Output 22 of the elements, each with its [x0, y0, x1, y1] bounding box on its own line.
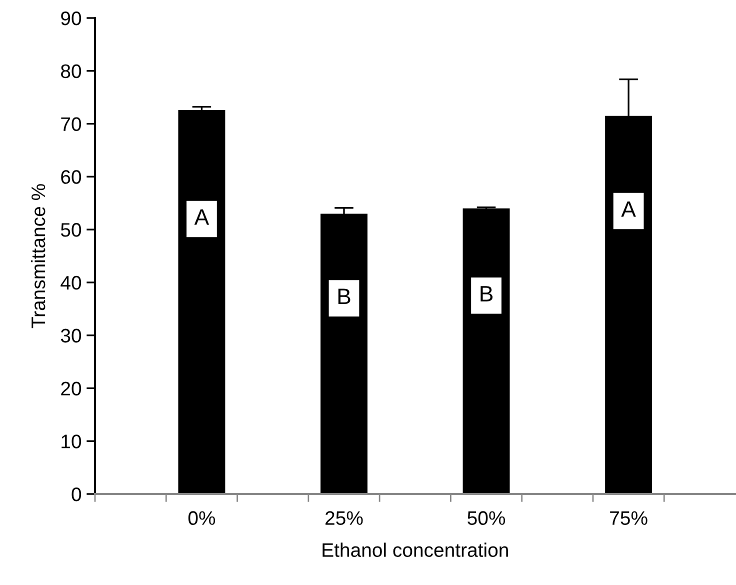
y-tick-label: 70: [61, 117, 82, 132]
y-tick-label: 30: [60, 328, 82, 343]
bar: [462, 208, 510, 494]
y-tick-label: 10: [62, 434, 82, 448]
x-axis-title: Ethanol concentration: [322, 542, 508, 557]
x-tick-label: 50%: [468, 511, 506, 525]
x-tick-label: 0%: [188, 511, 216, 525]
annotation: B: [480, 286, 493, 302]
bar: [178, 110, 226, 494]
y-tick-label: 0: [72, 487, 82, 502]
y-tick-label: 90: [61, 11, 82, 26]
y-tick-label: 60: [61, 170, 82, 184]
annotation: A: [194, 209, 210, 225]
x-tick-label: 75%: [610, 511, 648, 525]
y-tick-label: 20: [61, 382, 82, 396]
y-tick-label: 40: [60, 276, 82, 290]
annotation: B: [338, 288, 350, 304]
annotation: A: [621, 202, 636, 217]
y-axis-title: Transmittance %: [30, 184, 46, 328]
x-tick-label: 25%: [326, 511, 363, 525]
y-tick-label: 50: [60, 223, 82, 237]
y-tick-label: 80: [61, 64, 82, 78]
